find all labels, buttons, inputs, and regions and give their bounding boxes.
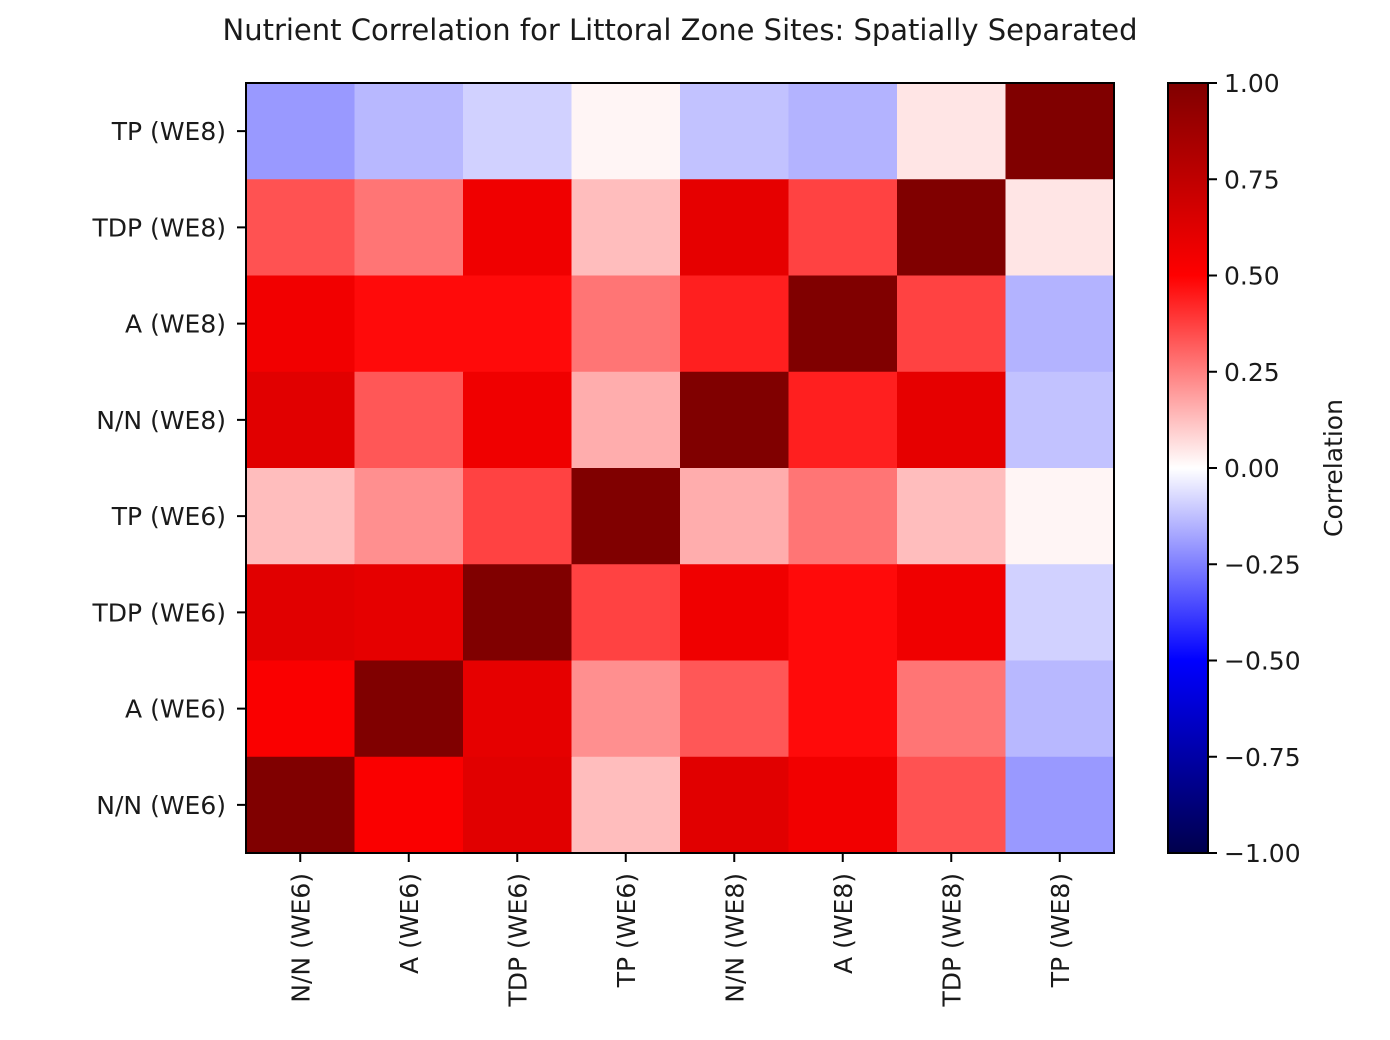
heatmap-cell [463,468,573,565]
heatmap-cell [788,660,898,758]
heatmap-cell [897,756,1007,854]
colorbar-tick-label: −0.25 [1224,550,1301,579]
heatmap-cell [571,371,681,469]
x-tick-label: TP (WE6) [612,873,641,988]
x-tick-label: TDP (WE6) [503,873,532,1007]
heatmap-cell [680,564,790,662]
heatmap-frame [245,82,1115,854]
heatmap-cell [1005,179,1115,277]
heatmap-cell [680,179,790,277]
y-tick-label: A (WE8) [125,310,226,339]
heatmap-cell [1005,468,1115,565]
heatmap-cell [1005,371,1115,469]
heatmap-cell [680,660,790,758]
heatmap-cell [246,83,356,180]
heatmap-cell [571,275,681,373]
colorbar [1167,82,1209,854]
heatmap-cell [463,371,573,469]
heatmap-cell [788,468,898,565]
colorbar-tick-label: 0.00 [1224,454,1280,483]
x-tick-label: N/N (WE6) [286,873,315,1003]
heatmap-cell [354,371,464,469]
heatmap-cell [788,83,898,180]
x-tick-label: A (WE8) [829,873,858,974]
heatmap-cell [463,564,573,662]
heatmap-cell [571,83,681,180]
x-tick-label: TDP (WE8) [937,873,966,1007]
heatmap-cell [246,371,356,469]
heatmap-cell [246,660,356,758]
heatmap-cell [680,83,790,180]
heatmap-cell [571,468,681,565]
heatmap-cell [897,660,1007,758]
heatmap-cell [680,275,790,373]
heatmap-cell [788,371,898,469]
y-tick-label: A (WE6) [125,695,226,724]
heatmap-cell [463,660,573,758]
heatmap-cell [571,756,681,854]
heatmap-cell [897,275,1007,373]
heatmap-cell [246,179,356,277]
heatmap-cell [680,756,790,854]
colorbar-tick-label: 1.00 [1224,69,1280,98]
colorbar-label: Correlation [1319,399,1348,537]
colorbar-ticks: 1.00 0.75 0.50 0.25 0.00 −0.25 −0.50 −0.75 −1.00 [1208,69,1301,868]
y-axis-ticks: TP (WE8) TDP (WE8) A (WE8) N/N (WE8) TP (WE6… [92,117,246,820]
heatmap-cell [246,275,356,373]
heatmap-cell [1005,275,1115,373]
colorbar-tick-label: 0.50 [1224,262,1280,291]
heatmap-cell [246,756,356,854]
heatmap-cell [788,179,898,277]
heatmap-cell [788,756,898,854]
heatmap-cell [354,83,464,180]
y-tick-label: N/N (WE8) [96,406,226,435]
heatmap-cell [897,179,1007,277]
heatmap-cell [1005,83,1115,180]
heatmap-cell [246,468,356,565]
heatmap-cell [680,371,790,469]
heatmap-cell [571,564,681,662]
y-tick-label: TDP (WE6) [92,598,226,627]
y-tick-label: N/N (WE6) [96,791,226,820]
heatmap-cell [571,179,681,277]
x-tick-label: N/N (WE8) [720,873,749,1003]
x-tick-label: TP (WE8) [1046,873,1075,988]
heatmap-cells [246,83,1115,854]
heatmap-cell [897,564,1007,662]
heatmap-cell [354,468,464,565]
heatmap-cell [463,83,573,180]
heatmap-cell [354,275,464,373]
heatmap-cell [354,179,464,277]
x-axis-ticks: N/N (WE6) A (WE6) TDP (WE6) TP (WE6) N/N (WE… [286,853,1075,1007]
heatmap-cell [788,564,898,662]
y-tick-label: TP (WE6) [111,502,226,531]
heatmap-cell [463,756,573,854]
colorbar-tick-label: 0.25 [1224,358,1280,387]
heatmap-cell [463,179,573,277]
colorbar-tick-label: −0.50 [1224,647,1301,676]
colorbar-tick-label: −0.75 [1224,743,1301,772]
colorbar-tick-label: −1.00 [1224,839,1301,868]
heatmap-cell [1005,756,1115,854]
heatmap-cell [1005,564,1115,662]
heatmap-cell [788,275,898,373]
heatmap-cell [246,564,356,662]
y-tick-label: TDP (WE8) [92,213,226,242]
heatmap-cell [680,468,790,565]
colorbar-tick-label: 0.75 [1224,165,1280,194]
heatmap-cell [463,275,573,373]
heatmap-cell [571,660,681,758]
heatmap-cell [354,756,464,854]
heatmap-cell [354,660,464,758]
heatmap-cell [897,468,1007,565]
chart-title: Nutrient Correlation for Littoral Zone S… [223,13,1138,47]
y-tick-label: TP (WE8) [111,117,226,146]
heatmap-cell [354,564,464,662]
heatmap-cell [897,83,1007,180]
heatmap-cell [897,371,1007,469]
heatmap-cell [1005,660,1115,758]
x-tick-label: A (WE6) [395,873,424,974]
